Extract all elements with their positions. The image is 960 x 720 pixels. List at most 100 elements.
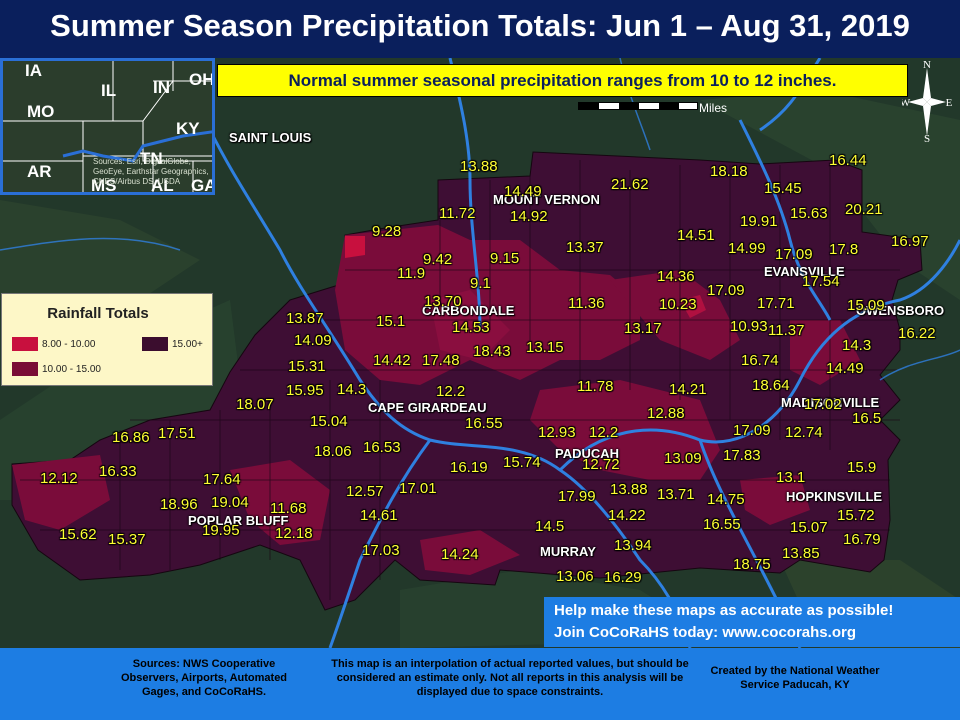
rainfall-value: 12.93 (538, 424, 576, 441)
rainfall-value: 16.33 (99, 463, 137, 480)
legend-swatch-8-10 (12, 337, 38, 351)
rainfall-value: 13.85 (782, 545, 820, 562)
rainfall-value: 18.75 (733, 556, 771, 573)
rainfall-value: 12.12 (40, 470, 78, 487)
city-label: OWENSBORO (856, 303, 945, 318)
inset-boundaries (3, 61, 212, 192)
rainfall-value: 13.17 (624, 320, 662, 337)
rainfall-value: 14.51 (677, 227, 715, 244)
page-title: Summer Season Precipitation Totals: Jun … (50, 8, 910, 43)
footer-sources: Sources: NWS Cooperative Observers, Airp… (120, 658, 288, 698)
scale-label: Miles (699, 101, 728, 115)
rainfall-value: 14.22 (608, 507, 646, 524)
rainfall-value: 14.49 (504, 183, 542, 200)
inset-state-in: IN (153, 78, 170, 97)
city-label: EVANSVILLE (764, 264, 845, 279)
rainfall-value: 16.55 (703, 516, 741, 533)
rainfall-value: 14.61 (360, 507, 398, 524)
north-arrow-icon: N S E W (902, 60, 952, 142)
rainfall-value: 18.64 (752, 377, 790, 394)
rainfall-value: 15.62 (59, 526, 97, 543)
rainfall-value: 17.48 (422, 352, 460, 369)
rainfall-value: 12.2 (436, 383, 466, 400)
rainfall-value: 18.43 (473, 343, 511, 360)
rainfall-value: 13.71 (657, 486, 695, 503)
rainfall-value: 17.51 (158, 425, 196, 442)
rainfall-value: 16.55 (465, 415, 503, 432)
inset-state-ky: KY (176, 119, 200, 138)
cocorahs-banner: Help make these maps as accurate as poss… (544, 597, 960, 647)
rainfall-value: 13.37 (566, 239, 604, 256)
rainfall-value: 12.74 (785, 424, 823, 441)
rainfall-value: 11.72 (439, 205, 476, 222)
rainfall-value: 16.86 (112, 429, 150, 446)
rainfall-value: 9.15 (490, 250, 520, 267)
rainfall-value: 16.19 (450, 459, 488, 476)
inset-state-ms: MS (91, 176, 117, 195)
rainfall-value: 16.22 (898, 325, 936, 342)
rainfall-value: 14.09 (294, 332, 332, 349)
footer-disclaimer: This map is an interpolation of actual r… (331, 658, 689, 698)
rainfall-value: 13.87 (286, 310, 324, 327)
city-label: POPLAR BLUFF (188, 513, 289, 528)
rainfall-legend: Rainfall Totals 8.00 - 10.00 15.00+ 10.0… (1, 293, 213, 386)
cocorahs-line-1: Help make these maps as accurate as poss… (554, 602, 894, 619)
rainfall-value: 13.1 (776, 469, 806, 486)
rainfall-value: 14.36 (657, 268, 695, 285)
rainfall-value: 10.23 (659, 296, 697, 313)
legend-label-15-plus: 15.00+ (172, 339, 203, 350)
rainfall-value: 13.70 (424, 293, 462, 310)
rainfall-value: 17.02 (804, 396, 842, 413)
rainfall-value: 12.2 (589, 424, 619, 441)
rainfall-value: 17.99 (558, 488, 596, 505)
legend-swatch-15-plus (142, 337, 168, 351)
rainfall-value: 13.09 (664, 450, 702, 467)
rainfall-value: 15.07 (790, 519, 828, 536)
rainfall-value: 13.15 (526, 339, 564, 356)
title-bar: Summer Season Precipitation Totals: Jun … (0, 0, 960, 58)
rainfall-value: 17.03 (362, 542, 400, 559)
rainfall-value: 17.83 (723, 447, 761, 464)
rainfall-value: 18.07 (236, 396, 274, 413)
rainfall-value: 15.37 (108, 531, 146, 548)
normal-precip-note: Normal summer seasonal precipitation ran… (217, 64, 908, 97)
rainfall-value: 13.06 (556, 568, 594, 585)
city-label: CAPE GIRARDEAU (368, 400, 487, 415)
rainfall-value: 15.1 (376, 313, 406, 330)
rainfall-value: 14.5 (535, 518, 565, 535)
rainfall-value: 15.09 (847, 297, 885, 314)
inset-state-ar: AR (27, 162, 52, 181)
inset-imagery-credit: Sources: Esri, DigitalGlobe, GeoEye, Ear… (93, 157, 209, 186)
legend-swatch-10-15 (12, 362, 38, 376)
rainfall-value: 14.42 (373, 352, 411, 369)
footer-credit: Created by the National Weather Service … (710, 665, 880, 691)
city-label: PADUCAH (555, 446, 620, 461)
rainfall-value: 17.71 (757, 295, 795, 312)
rainfall-value: 15.95 (286, 382, 324, 399)
rainfall-value: 16.44 (829, 152, 867, 169)
rainfall-value: 14.99 (728, 240, 766, 257)
rainfall-value: 17.64 (203, 471, 241, 488)
rainfall-value: 12.18 (275, 525, 313, 542)
inset-state-ia: IA (25, 61, 42, 80)
rainfall-value: 11.37 (768, 322, 805, 339)
rainfall-value: 17.09 (733, 422, 771, 439)
rainfall-region (11, 151, 923, 611)
rainfall-value: 19.91 (740, 213, 778, 230)
city-label: MADISONVILLE (781, 395, 880, 410)
rainfall-value: 11.9 (397, 265, 426, 282)
rainfall-value: 16.74 (741, 352, 779, 369)
inset-state-al: AL (151, 176, 174, 195)
rainfall-value: 13.88 (460, 158, 498, 175)
rainfall-value: 18.96 (160, 496, 198, 513)
rainfall-value: 12.72 (582, 456, 620, 473)
rainfall-value: 11.36 (568, 295, 605, 312)
scale-bar (578, 102, 698, 110)
rainfall-value: 9.28 (372, 223, 402, 240)
rainfall-value: 14.53 (452, 319, 490, 336)
compass-s: S (924, 133, 930, 142)
cocorahs-line-2[interactable]: Join CoCoRaHS today: www.cocorahs.org (554, 624, 856, 641)
compass-n: N (923, 60, 931, 71)
rainfall-value: 18.06 (314, 443, 352, 460)
